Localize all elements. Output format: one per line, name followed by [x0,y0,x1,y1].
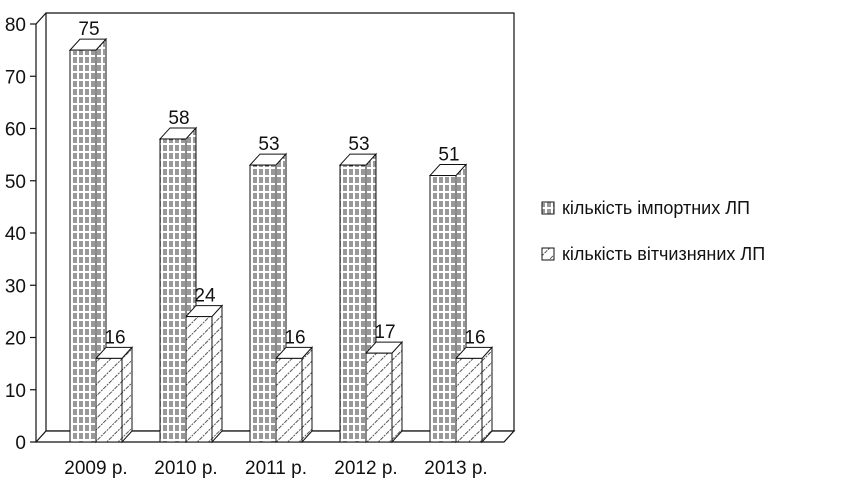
bar-domestic [364,340,404,444]
value-label-import: 58 [168,108,189,129]
bar-front-face [69,49,97,443]
bar-front-face [455,357,483,443]
bar-front-face [275,357,303,443]
bar-domestic [94,346,134,444]
value-label-import: 53 [348,134,369,155]
x-category-label: 2009 р. [64,458,127,479]
bar-import [68,37,108,444]
y-tick-label: 80 [5,15,26,36]
category-labels: 2009 р. 2010 р. 2011 р. 2012 р. 2013 р. [64,458,487,479]
y-axis-depth-top [35,12,47,25]
legend-item-domestic: кількість вітчизняних ЛП [541,244,765,264]
bar-front-face [185,316,213,443]
bar-front-face [429,175,457,443]
bars [68,37,494,444]
value-label-import: 75 [78,19,99,40]
bar-side-face [301,346,313,444]
x-category-label: 2011 р. [245,458,307,479]
legend-label-import: кількість імпортних ЛП [562,198,750,218]
y-tick-label: 70 [5,67,26,88]
y-tick-label: 10 [5,381,26,402]
value-label-domestic: 17 [374,322,395,343]
value-label-import: 51 [438,145,459,166]
value-label-domestic: 16 [464,327,485,348]
y-tick-label: 30 [5,276,26,297]
y-tick-label: 40 [5,224,26,245]
y-tick-label: 20 [5,329,26,350]
bar-import [338,152,378,444]
bar-front-face [95,357,123,443]
x-category-label: 2010 р. [154,458,217,479]
x-category-label: 2013 р. [424,458,487,479]
bar-domestic [274,346,314,444]
y-axis-ticks: 0 10 20 30 40 50 60 70 80 [5,15,36,454]
y-tick-label: 50 [5,172,26,193]
bar-front-face [339,164,367,443]
value-label-domestic: 16 [104,327,125,348]
bar-front-face [249,164,277,443]
x-category-label: 2012 р. [334,458,397,479]
y-tick-label: 60 [5,120,26,141]
value-label-domestic: 24 [194,286,216,307]
bar-side-face [211,304,223,444]
bar-side-face [121,346,133,444]
bar-front-face [159,138,187,443]
bar-side-face [481,346,493,444]
value-labels: 75 16 58 24 53 16 53 17 51 16 [78,19,485,348]
bar-domestic [454,346,494,444]
legend-item-import: кількість імпортних ЛП [541,198,750,218]
y-tick-label: 0 [15,433,26,454]
bar-front-face [365,352,393,443]
legend-swatch-import [541,201,555,215]
legend-swatch-domestic [541,247,555,261]
bar-domestic [184,304,224,444]
bar-side-face [391,340,403,444]
value-label-domestic: 16 [284,327,305,348]
value-label-import: 53 [258,134,279,155]
legend: кількість імпортних ЛП кількість вітчизн… [541,198,765,264]
legend-label-domestic: кількість вітчизняних ЛП [562,244,765,264]
